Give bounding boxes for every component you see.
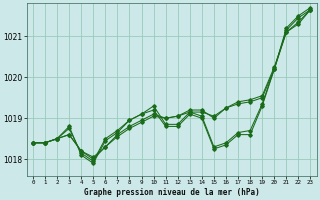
X-axis label: Graphe pression niveau de la mer (hPa): Graphe pression niveau de la mer (hPa) — [84, 188, 260, 197]
